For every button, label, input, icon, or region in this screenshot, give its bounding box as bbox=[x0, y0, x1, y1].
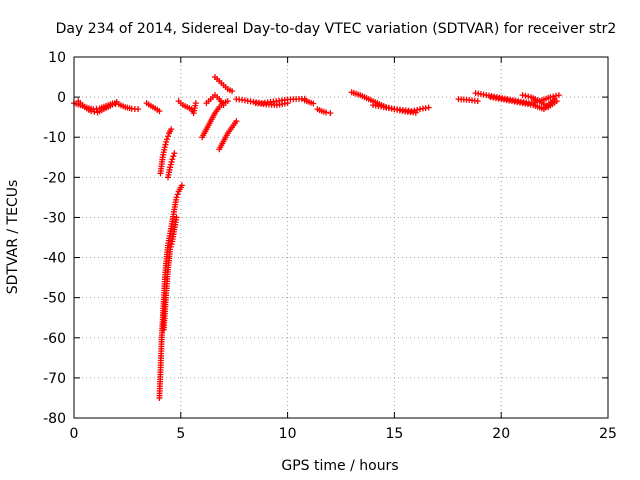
data-point bbox=[525, 93, 532, 100]
data-point bbox=[229, 88, 236, 95]
y-tick-label: -80 bbox=[43, 411, 66, 427]
x-tick-label: 5 bbox=[176, 426, 185, 442]
data-point bbox=[167, 246, 174, 253]
data-point bbox=[233, 118, 240, 125]
data-point bbox=[224, 98, 231, 105]
data-point bbox=[161, 144, 168, 151]
data-point bbox=[310, 100, 317, 107]
data-point bbox=[168, 158, 175, 165]
data-series bbox=[203, 92, 227, 109]
data-point bbox=[167, 243, 174, 250]
y-tick-label: -20 bbox=[43, 170, 66, 186]
data-point bbox=[474, 98, 481, 105]
data-point bbox=[220, 102, 227, 109]
y-tick-label: -30 bbox=[43, 210, 66, 226]
data-point bbox=[173, 194, 180, 201]
data-series bbox=[164, 150, 178, 181]
data-point bbox=[412, 109, 419, 116]
data-series bbox=[370, 102, 419, 116]
data-point bbox=[174, 191, 181, 198]
data-point bbox=[169, 156, 176, 163]
data-point bbox=[113, 98, 120, 105]
series-layer bbox=[71, 74, 562, 401]
data-point bbox=[519, 92, 526, 99]
data-point bbox=[555, 92, 562, 99]
data-point bbox=[168, 241, 175, 248]
data-series bbox=[455, 96, 481, 105]
plot-frame bbox=[73, 56, 609, 419]
data-point bbox=[164, 133, 171, 140]
y-axis-label: SDTVAR / TECUs bbox=[5, 180, 21, 295]
data-point bbox=[553, 98, 560, 105]
data-point bbox=[167, 161, 174, 168]
y-tick-label: -70 bbox=[43, 371, 66, 387]
data-point bbox=[168, 126, 175, 133]
data-series bbox=[301, 97, 317, 107]
x-tick-label: 10 bbox=[279, 426, 297, 442]
data-series bbox=[314, 106, 334, 117]
x-tick-label: 0 bbox=[70, 426, 79, 442]
data-point bbox=[327, 110, 334, 117]
x-tick-label: 15 bbox=[385, 426, 403, 442]
data-point bbox=[170, 153, 177, 160]
data-series bbox=[216, 118, 240, 153]
data-point bbox=[553, 92, 560, 99]
data-point bbox=[162, 141, 169, 148]
y-tick-label: 0 bbox=[57, 90, 66, 106]
data-point bbox=[178, 182, 185, 189]
data-point bbox=[323, 109, 330, 116]
data-point bbox=[173, 214, 180, 221]
x-tick-label: 25 bbox=[599, 426, 617, 442]
data-point bbox=[163, 138, 170, 145]
chart-title: Day 234 of 2014, Sidereal Day-to-day VTE… bbox=[56, 21, 617, 37]
x-tick-label: 20 bbox=[492, 426, 510, 442]
data-point bbox=[167, 164, 174, 171]
grid-layer bbox=[74, 57, 608, 418]
data-series bbox=[199, 98, 231, 141]
y-tick-label: -10 bbox=[43, 130, 66, 146]
data-series bbox=[252, 100, 291, 109]
data-point bbox=[284, 100, 291, 107]
data-series bbox=[211, 74, 236, 95]
ticks-layer: 0 5 10 15 20 25 10 0 -10 -20 -30 -40 -50 -60 -70 -80 bbox=[43, 50, 617, 442]
data-series bbox=[175, 98, 199, 117]
data-series bbox=[157, 126, 175, 177]
x-axis-label: GPS time / hours bbox=[281, 458, 398, 474]
data-series bbox=[160, 214, 180, 333]
data-series bbox=[75, 98, 120, 116]
y-tick-label: -40 bbox=[43, 251, 66, 267]
y-tick-label: -60 bbox=[43, 331, 66, 347]
data-point bbox=[425, 104, 432, 111]
data-point bbox=[135, 106, 142, 113]
data-series bbox=[143, 100, 163, 115]
y-tick-label: 10 bbox=[48, 50, 66, 66]
data-point bbox=[547, 94, 554, 101]
data-point bbox=[171, 150, 178, 157]
data-series bbox=[519, 92, 560, 111]
data-point bbox=[156, 108, 163, 115]
data-point bbox=[163, 136, 170, 143]
data-point bbox=[192, 100, 199, 107]
data-point bbox=[522, 92, 529, 99]
y-tick-label: -50 bbox=[43, 291, 66, 307]
